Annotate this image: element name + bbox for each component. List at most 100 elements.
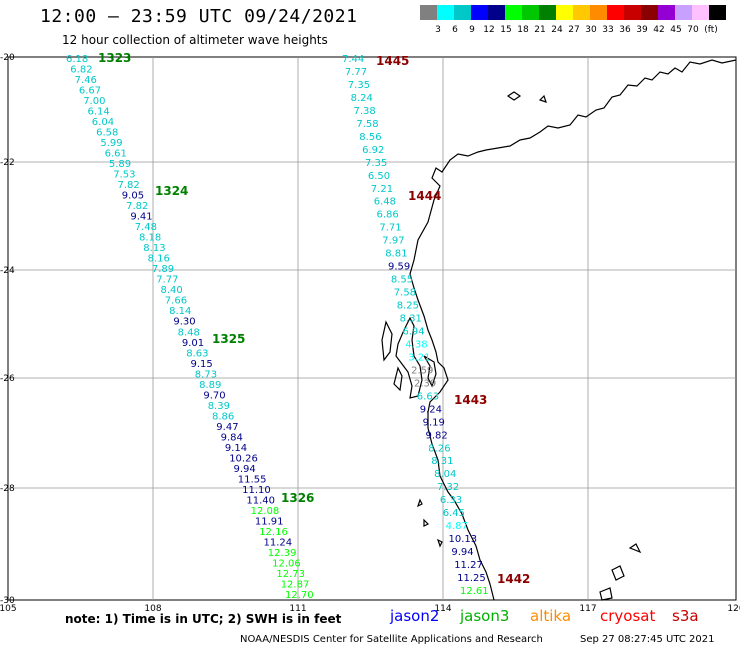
coastline-mainland [409, 59, 737, 601]
wave-height-label: 8.55 [391, 275, 413, 286]
wave-height-label: 7.89 [152, 264, 174, 275]
pass-number-label: 1442 [497, 572, 530, 586]
lon-tick-label: 117 [579, 604, 596, 614]
wave-height-label: 8.26 [428, 443, 450, 454]
wave-height-label: 7.58 [356, 119, 378, 130]
wave-height-label: 9.94 [451, 547, 473, 558]
wave-height-label: 12.73 [276, 569, 305, 580]
wave-height-label: 12.39 [268, 548, 297, 559]
lat-tick-label: -24 [0, 266, 15, 276]
abrolhos-island-2 [423, 518, 430, 527]
satellite-jason3-label: jason3 [460, 607, 510, 625]
wave-height-label: 9.01 [182, 338, 204, 349]
wave-height-label: 8.04 [434, 469, 456, 480]
legend-label: 12 [483, 25, 495, 35]
wave-height-label: 6.61 [105, 149, 127, 160]
wave-height-label: 5.99 [100, 138, 122, 149]
dirk-hartog-island [381, 320, 393, 362]
wave-height-label: 7.58 [394, 288, 416, 299]
wave-height-label: 7.82 [126, 201, 148, 212]
legend-swatch [454, 5, 471, 20]
legend-swatch [692, 5, 709, 20]
lat-tick-label: -30 [0, 596, 15, 606]
wave-height-label: 6.48 [374, 197, 396, 208]
inland-lake-1 [611, 565, 625, 581]
wave-height-label: 7.66 [165, 296, 187, 307]
wave-height-label: 7.77 [345, 67, 367, 78]
legend-label: 3 [435, 25, 441, 35]
pass-labels: 1323 1324 1325 1326 1445 1444 1443 1442 [98, 51, 530, 586]
wave-height-label: 9.24 [420, 404, 442, 415]
legend-swatch [522, 5, 539, 20]
legend-label: 9 [469, 25, 475, 35]
satellite-jason2-label: jason2 [390, 607, 440, 625]
timestamp-text: Sep 27 08:27:45 UTC 2021 [580, 634, 715, 645]
wave-height-label: 8.14 [169, 306, 191, 317]
lat-tick-label: -20 [0, 53, 15, 63]
wave-height-label: 9.47 [216, 422, 238, 433]
wave-height-label: 6.33 [440, 495, 462, 506]
pass-number-label: 1445 [376, 54, 409, 68]
wave-height-label: 6.45 [443, 508, 465, 519]
wave-height-label: 2.59 [411, 365, 433, 376]
wave-height-label: 9.05 [122, 191, 144, 202]
axis-ticks: 105 108 111 114 117 120 -20 -22 -24 -26 -28 -30 [0, 53, 740, 614]
wave-height-label: 9.15 [191, 359, 213, 370]
wave-height-label: 7.82 [118, 180, 140, 191]
wave-height-label: 12.16 [259, 527, 288, 538]
legend-label: 18 [517, 25, 529, 35]
dorre-island [393, 366, 403, 392]
inland-lake-3 [628, 543, 642, 554]
legend-swatch [505, 5, 522, 20]
wave-height-label: 9.19 [423, 417, 445, 428]
small-island-east [538, 94, 547, 103]
altimeter-tracks: 6.186.827.466.677.006.146.046.585.996.61… [66, 54, 489, 601]
wave-height-label: 6.50 [368, 171, 390, 182]
pass-number-label: 1323 [98, 51, 131, 65]
legend-swatch [437, 5, 454, 20]
wave-height-label: 10.13 [449, 534, 478, 545]
page-title: 12:00 – 23:59 UTC 09/24/2021 [40, 6, 358, 27]
wave-height-label: 7.44 [342, 54, 364, 65]
small-island-north [506, 91, 522, 101]
wave-height-label: 8.13 [143, 243, 165, 254]
wave-height-label: 2.39 [414, 378, 436, 389]
legend-swatch [573, 5, 590, 20]
wave-height-label: 6.67 [79, 86, 101, 97]
wave-height-label: 8.63 [186, 348, 208, 359]
pass-number-label: 1324 [155, 184, 188, 198]
lon-tick-label: 108 [144, 604, 161, 614]
lat-tick-label: -26 [0, 374, 15, 384]
wave-height-label: 7.35 [348, 80, 370, 91]
wave-height-label: 5.89 [109, 159, 131, 170]
wave-height-label: 11.91 [255, 516, 284, 527]
legend-unit: (ft) [704, 25, 718, 35]
wave-height-label: 8.56 [359, 132, 381, 143]
wave-height-label: 8.24 [351, 93, 373, 104]
wave-height-label: 8.16 [148, 254, 170, 265]
legend-label: 27 [568, 25, 580, 35]
legend-label: 33 [602, 25, 614, 35]
coastline [381, 59, 737, 601]
footer-note: note: 1) Time is in UTC; 2) SWH is in fe… [65, 612, 342, 626]
wave-height-label: 12.61 [460, 586, 489, 597]
wave-height-label: 8.89 [199, 380, 221, 391]
legend-label: 42 [653, 25, 665, 35]
legend-swatch [709, 5, 726, 20]
wave-height-label: 6.94 [402, 327, 424, 338]
wave-height-label: 12.08 [251, 506, 280, 517]
pass-number-label: 1443 [454, 393, 487, 407]
wave-height-label: 9.59 [388, 262, 410, 273]
legend-label: 15 [500, 25, 512, 35]
wave-height-label: 9.94 [234, 464, 256, 475]
wave-height-label: 12.06 [272, 559, 301, 570]
wave-height-label: 7.71 [379, 223, 401, 234]
wave-height-label: 6.86 [377, 210, 399, 221]
shark-bay-inlet [423, 355, 437, 388]
wave-height-label: 4.38 [405, 340, 427, 351]
wave-height-label: 7.46 [75, 75, 97, 86]
legend-label: 6 [452, 25, 458, 35]
shark-bay-peninsula [395, 316, 423, 399]
wave-height-label: 7.53 [113, 170, 135, 181]
